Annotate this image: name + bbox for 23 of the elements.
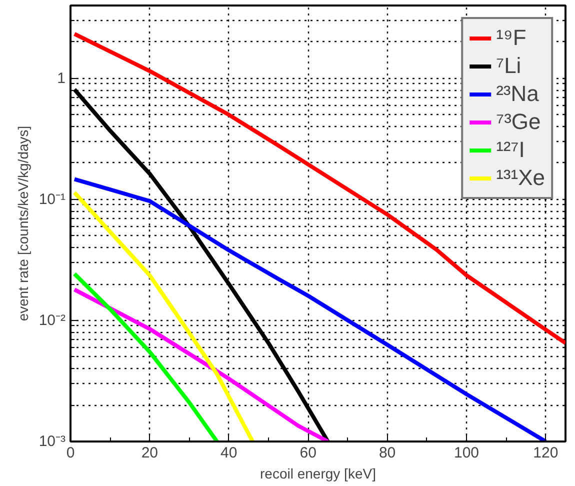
- legend-label: ¹⁹F: [496, 25, 526, 51]
- y-tick-label: 10⁻³: [38, 433, 66, 450]
- x-tick-label: 20: [141, 444, 158, 462]
- y-axis-title: event rate [counts/keV/kg/days]: [14, 126, 31, 322]
- legend-label: ²³Na: [496, 81, 539, 107]
- x-tick-label: 40: [220, 444, 238, 462]
- line-series: [72, 190, 255, 442]
- x-tick-label: 0: [66, 444, 75, 462]
- x-axis-title: recoil energy [keV]: [260, 466, 376, 482]
- y-tick-label: 10⁻¹: [38, 190, 66, 208]
- legend-label: ¹³¹Xe: [496, 165, 545, 191]
- x-tick-label: 60: [300, 444, 316, 462]
- x-tick-label: 80: [378, 444, 396, 462]
- y-tick-label: 10⁻²: [38, 312, 66, 329]
- legend-label: ⁷³Ge: [496, 109, 541, 135]
- line-series: [72, 272, 220, 442]
- legend-label: ¹²⁷I: [496, 137, 525, 163]
- line-series: [72, 288, 330, 442]
- x-tick-label: 120: [533, 444, 558, 462]
- line-series: [72, 32, 566, 346]
- y-tick-label: 1: [57, 70, 66, 87]
- legend-label: ⁷Li: [496, 53, 522, 79]
- x-tick-label: 100: [454, 444, 480, 462]
